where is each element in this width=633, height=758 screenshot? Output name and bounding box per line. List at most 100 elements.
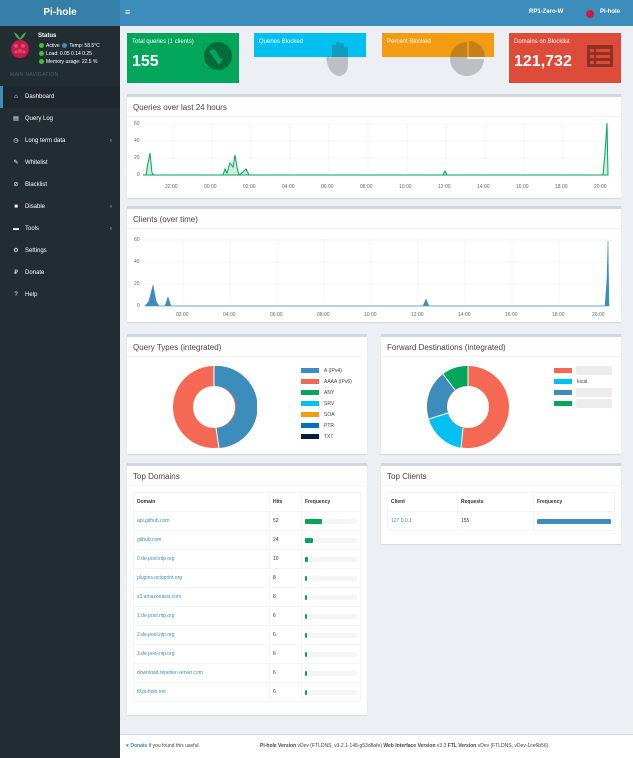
paypal-icon: ₽ xyxy=(14,270,18,276)
domain-link[interactable]: api.github.com xyxy=(137,518,170,524)
legend-swatch xyxy=(301,423,319,428)
domain-link[interactable]: 1.de.pool.ntp.org xyxy=(137,613,175,619)
domain-link[interactable]: ftl.pi-hole.net xyxy=(137,689,166,695)
nav-settings[interactable]: ⚙ Settings xyxy=(0,240,120,262)
hits-value: 6 xyxy=(269,644,302,664)
box-divider xyxy=(381,485,621,486)
domain-link[interactable]: s3.amazonaws.com xyxy=(137,594,182,600)
x-tick: 12:00 xyxy=(438,184,451,190)
nav-whitelist[interactable]: ✎ Whitelist xyxy=(0,152,120,174)
redacted-legend-label xyxy=(576,388,612,397)
client-link[interactable]: 127.0.0.1 xyxy=(391,518,412,524)
status-title: Status xyxy=(38,33,57,39)
legend-local[interactable]: local xyxy=(577,379,588,385)
active-indicator-icon xyxy=(39,43,44,48)
legend-any[interactable]: ANY xyxy=(324,390,335,396)
table-row: download.repetier-server.com 6 xyxy=(133,663,361,683)
stat-title: Percent Blocked xyxy=(387,39,431,45)
x-tick: 16:00 xyxy=(505,312,518,318)
table-row: api.github.com 52 xyxy=(133,511,361,531)
frequency-bar-fill xyxy=(305,632,307,638)
column-header[interactable]: Frequency xyxy=(533,492,615,512)
heart-icon: ♥ xyxy=(126,743,129,749)
column-header[interactable]: Client xyxy=(387,492,458,512)
column-header[interactable]: Hits xyxy=(269,492,302,512)
box-divider xyxy=(381,356,621,357)
table-header-row: Client Requests Frequency xyxy=(387,492,615,512)
legend-a-ipv4[interactable]: A (IPv4) xyxy=(324,368,342,374)
frequency-bar-fill xyxy=(305,537,313,543)
top-clients-title: Top Clients xyxy=(387,472,427,481)
column-header[interactable]: Requests xyxy=(457,492,534,512)
stat-title: Domains on Blocklist xyxy=(514,39,570,45)
hostname-label: RP1-Zero-W xyxy=(529,9,564,15)
hits-value: 8 xyxy=(269,587,302,607)
frequency-bar xyxy=(305,518,357,524)
nav-tools[interactable]: ▬ Tools ‹ xyxy=(0,218,120,240)
status-memory: Memory usage: 22.5 % xyxy=(39,59,97,65)
raspberry-user-icon[interactable] xyxy=(585,7,595,19)
nav-donate[interactable]: ₽ Donate xyxy=(0,262,120,284)
nav-blacklist[interactable]: ⊘ Blacklist xyxy=(0,174,120,196)
legend-soa[interactable]: SOA xyxy=(324,412,335,418)
legend-srv[interactable]: SRV xyxy=(324,401,335,407)
column-header[interactable]: Frequency xyxy=(301,492,361,512)
y-tick: 0 xyxy=(137,303,140,309)
query-types-donut-chart xyxy=(173,365,257,449)
domain-link[interactable]: download.repetier-server.com xyxy=(137,670,203,676)
queries-line-chart xyxy=(143,123,611,176)
column-header[interactable]: Domain xyxy=(133,492,270,512)
query-types-box: Query Types (integrated) A (IPv4) AAAA (… xyxy=(127,334,367,454)
domain-link[interactable]: 2.de.pool.ntp.org xyxy=(137,632,175,638)
sidebar-toggle-icon[interactable]: ≡ xyxy=(125,7,131,17)
frequency-bar xyxy=(305,670,357,676)
clients-over-time-box: Clients (over time) 60 40 20 0 02:00 04:… xyxy=(127,206,621,322)
frequency-bar xyxy=(305,632,357,638)
legend-aaaa-ipv6[interactable]: AAAA (IPv6) xyxy=(324,379,352,385)
app-logo[interactable]: Pi-hole xyxy=(0,0,120,26)
pencil-icon: ✎ xyxy=(13,160,19,166)
domain-link[interactable]: 3.de.pool.ntp.org xyxy=(137,651,175,657)
frequency-bar xyxy=(305,575,357,581)
legend-ptr[interactable]: PTR xyxy=(324,423,334,429)
table-row: 127.0.0.1 155 xyxy=(387,511,615,531)
history-icon: ◷ xyxy=(13,138,19,144)
table-header-row: Domain Hits Frequency xyxy=(133,492,361,512)
legend-txt[interactable]: TXT xyxy=(324,434,334,440)
x-tick: 08:00 xyxy=(317,312,330,318)
frequency-bar-fill xyxy=(305,689,307,695)
x-tick: 14:00 xyxy=(477,184,490,190)
box-divider xyxy=(127,356,367,357)
domain-link[interactable]: plugins.octoprint.org xyxy=(137,575,183,581)
footer: ♥ Donate if you found this useful. Pi-ho… xyxy=(120,734,633,758)
nav-query-log[interactable]: ▤ Query Log xyxy=(0,108,120,130)
nav-help[interactable]: ? Help xyxy=(0,284,120,306)
top-domains-table: Domain Hits Frequency api.github.com 52 g… xyxy=(133,492,361,702)
top-domains-title: Top Domains xyxy=(133,472,180,481)
stat-queries-blocked: Queries Blocked xyxy=(254,33,366,57)
frequency-bar-fill xyxy=(305,651,307,657)
chevron-left-icon: ‹ xyxy=(110,226,112,232)
gears-icon: ⚙ xyxy=(13,248,19,254)
table-row: 2.de.pool.ntp.org 6 xyxy=(133,625,361,645)
nav-disable[interactable]: ■ Disable ‹ xyxy=(0,196,120,218)
stat-value: 155 xyxy=(132,53,159,70)
top-clients-box: Top Clients Client Requests Frequency 12… xyxy=(381,463,621,544)
nav-dashboard[interactable]: ⌂ Dashboard xyxy=(0,86,120,108)
x-tick: 08:00 xyxy=(360,184,373,190)
table-row: 0.de.pool.ntp.org 10 xyxy=(133,549,361,569)
x-tick: 00:00 xyxy=(204,184,217,190)
frequency-bar xyxy=(305,556,357,562)
x-tick: 14:00 xyxy=(458,312,471,318)
forward-destinations-title: Forward Destinations (integrated) xyxy=(387,343,506,352)
domain-link[interactable]: 0.de.pool.ntp.org xyxy=(137,556,175,562)
nav-long-term-data[interactable]: ◷ Long term data ‹ xyxy=(0,130,120,152)
user-menu[interactable]: Pi-hole xyxy=(600,9,621,15)
domain-link[interactable]: github.com xyxy=(137,537,162,543)
donate-link[interactable]: Donate xyxy=(130,743,148,749)
stat-percent-blocked: Percent Blocked xyxy=(382,33,494,57)
table-row: github.com 24 xyxy=(133,530,361,550)
x-tick: 22:00 xyxy=(165,184,178,190)
frequency-bar xyxy=(305,594,357,600)
redacted-legend-label xyxy=(576,399,612,408)
